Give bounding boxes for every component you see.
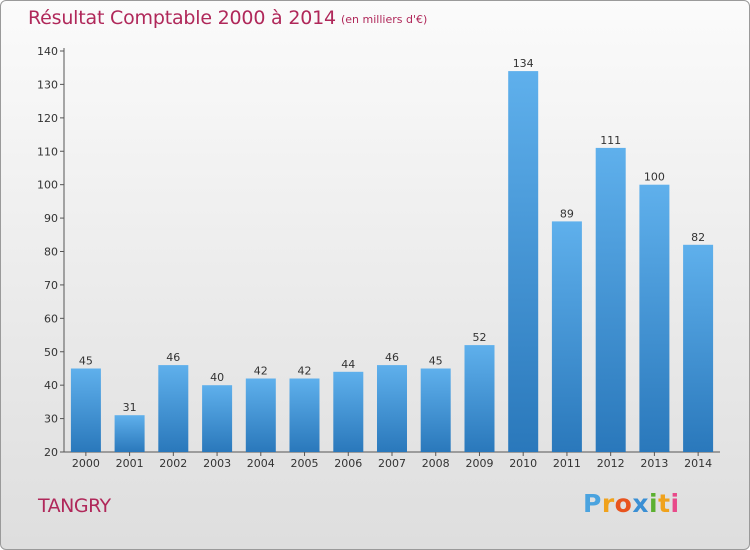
y-tick-label: 100	[37, 179, 58, 192]
bar-2004	[245, 378, 276, 452]
bar-2006	[333, 371, 364, 452]
data-label-2001: 31	[123, 401, 137, 414]
bar-2003	[202, 385, 233, 452]
bar-2000	[70, 368, 101, 452]
x-tick-label-2014: 2014	[684, 457, 712, 470]
bar-2014	[683, 244, 714, 452]
x-tick-label-2003: 2003	[203, 457, 231, 470]
x-tick-label-2007: 2007	[378, 457, 406, 470]
x-tick-label-2013: 2013	[640, 457, 668, 470]
logo-letter: o	[614, 489, 633, 518]
logo-letter: r	[601, 489, 615, 518]
logo-letter: P	[583, 489, 602, 518]
x-tick-label-2001: 2001	[116, 457, 144, 470]
chart-unit-subtitle: (en milliers d'€)	[341, 13, 428, 26]
logo-letter: x	[632, 489, 649, 518]
data-label-2007: 46	[385, 351, 399, 364]
data-label-2005: 42	[298, 365, 312, 378]
x-tick-label-2005: 2005	[291, 457, 319, 470]
y-tick-label: 120	[37, 112, 58, 125]
bar-2010	[508, 71, 539, 452]
x-tick-label-2004: 2004	[247, 457, 275, 470]
y-tick-label: 140	[37, 45, 58, 58]
x-tick-label-2009: 2009	[466, 457, 494, 470]
x-tick-label-2008: 2008	[422, 457, 450, 470]
x-tick-label-2012: 2012	[597, 457, 625, 470]
bars	[70, 71, 714, 452]
data-label-2008: 45	[429, 355, 443, 368]
data-label-2011: 89	[560, 207, 574, 220]
x-tick-label-2010: 2010	[509, 457, 537, 470]
x-tick-label-2006: 2006	[334, 457, 362, 470]
bar-2009	[464, 345, 495, 452]
bar-2002	[158, 365, 189, 452]
bar-2012	[595, 147, 626, 452]
proxiti-logo[interactable]: Proxiti	[583, 489, 680, 518]
y-tick-label: 60	[44, 312, 58, 325]
y-tick-label: 20	[44, 446, 58, 459]
commune-name: TANGRY	[38, 495, 111, 517]
y-tick-label: 90	[44, 212, 58, 225]
logo-letter: t	[658, 489, 671, 518]
bar-2011	[551, 221, 582, 452]
data-label-2010: 134	[513, 57, 534, 70]
bar-2001	[114, 415, 145, 452]
data-label-2006: 44	[341, 358, 355, 371]
x-tick-label-2011: 2011	[553, 457, 581, 470]
data-label-2002: 46	[166, 351, 180, 364]
data-label-2004: 42	[254, 365, 268, 378]
y-tick-label: 30	[44, 413, 58, 426]
data-label-2012: 111	[600, 134, 621, 147]
bar-2007	[377, 365, 407, 452]
y-tick-label: 50	[44, 346, 58, 359]
y-tick-label: 70	[44, 279, 58, 292]
bar-2013	[639, 184, 670, 452]
bar-2005	[289, 378, 320, 452]
data-label-2009: 52	[473, 331, 487, 344]
x-tick-label-2000: 2000	[72, 457, 100, 470]
chart-title: Résultat Comptable 2000 à 2014	[28, 7, 336, 29]
y-tick-label: 80	[44, 246, 58, 259]
logo-letter: i	[649, 489, 659, 518]
logo-letter: i	[670, 489, 680, 518]
x-tick-label-2002: 2002	[159, 457, 187, 470]
data-label-2014: 82	[691, 231, 705, 244]
data-label-2013: 100	[644, 171, 665, 184]
data-labels: 45 31 46 40 42 42 44 46 45 52 134 89 111 100 82	[79, 57, 705, 414]
y-tick-label: 110	[37, 145, 58, 158]
data-label-2003: 40	[210, 371, 224, 384]
bar-2008	[420, 368, 451, 452]
y-tick-label: 40	[44, 379, 58, 392]
data-label-2000: 45	[79, 355, 93, 368]
y-tick-label: 130	[37, 78, 58, 91]
